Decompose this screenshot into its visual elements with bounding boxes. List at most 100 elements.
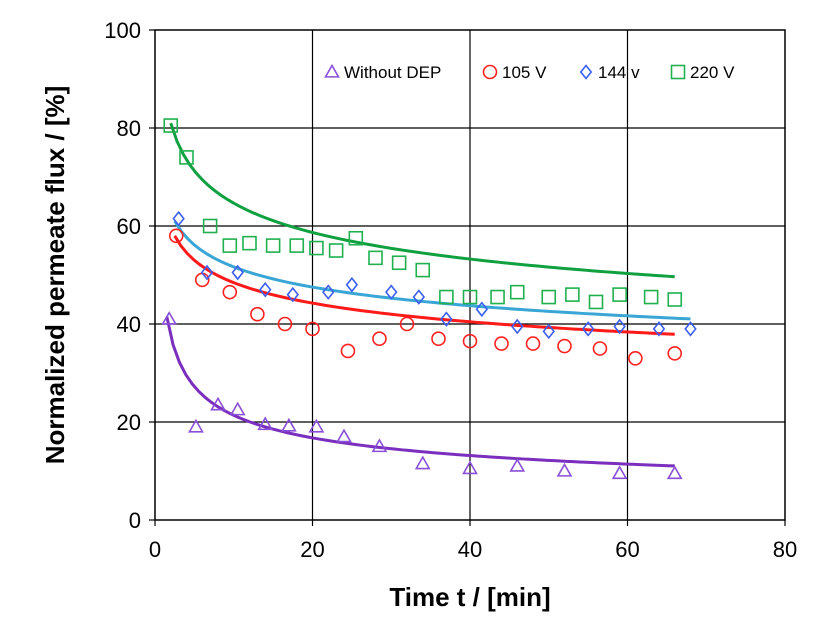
tick-layer: 0 20 40 60 80 0 20 40 60 80 100 <box>104 18 797 562</box>
legend-label-4: 220 V <box>690 63 735 82</box>
data-point-4 <box>163 118 179 133</box>
data-point-3 <box>613 318 626 335</box>
data-point-2 <box>525 336 541 351</box>
data-point-2 <box>494 336 509 351</box>
data-point-2 <box>667 346 683 361</box>
data-point-4 <box>309 240 324 256</box>
legend-marker-4 <box>670 64 686 80</box>
data-point-3 <box>511 318 524 335</box>
data-point-2 <box>372 331 387 347</box>
data-point-4 <box>667 292 683 307</box>
data-point-4 <box>643 289 659 305</box>
legend-marker-2 <box>482 64 498 80</box>
data-point-4 <box>588 294 604 310</box>
legend-marker-1 <box>324 63 340 78</box>
data-point-3 <box>542 323 555 340</box>
data-point-1 <box>229 401 246 416</box>
y-tick-label: 80 <box>117 116 141 141</box>
data-point-2 <box>431 331 446 347</box>
data-point-2 <box>277 316 293 332</box>
data-point-4 <box>541 289 557 305</box>
data-point-3 <box>412 289 426 305</box>
data-point-1 <box>188 418 204 433</box>
data-point-4 <box>242 235 257 251</box>
legend-marker-3 <box>579 64 593 80</box>
grid-layer <box>155 30 785 520</box>
point-layer <box>161 118 697 480</box>
data-point-2 <box>168 228 184 244</box>
data-point-4 <box>415 262 431 278</box>
data-point-1 <box>257 416 274 431</box>
data-point-3 <box>440 311 453 327</box>
data-point-3 <box>385 284 398 300</box>
data-point-4 <box>612 287 627 302</box>
data-point-2 <box>592 341 608 356</box>
data-point-3 <box>345 277 359 293</box>
data-point-3 <box>172 210 185 227</box>
data-point-4 <box>222 238 238 253</box>
data-point-2 <box>222 284 238 300</box>
data-point-3 <box>652 321 666 337</box>
data-point-4 <box>179 150 194 165</box>
legend-label-1: Without DEP <box>344 63 441 82</box>
legend-label-2: 105 V <box>502 63 547 82</box>
data-point-1 <box>210 396 226 411</box>
data-point-3 <box>475 301 489 318</box>
data-point-3 <box>259 281 272 298</box>
data-point-1 <box>336 428 352 443</box>
data-point-2 <box>462 333 478 349</box>
y-tick-label: 20 <box>117 410 141 435</box>
data-point-4 <box>289 238 305 253</box>
y-tick-label: 40 <box>117 312 141 337</box>
data-point-2 <box>399 316 415 332</box>
data-point-1 <box>611 465 628 480</box>
data-point-4 <box>202 218 218 234</box>
data-point-4 <box>265 238 281 253</box>
fit-curve-4 <box>169 122 675 279</box>
data-point-4 <box>509 284 525 300</box>
y-tick-label: 60 <box>117 214 141 239</box>
x-tick-label: 80 <box>773 537 797 562</box>
data-point-2 <box>340 343 356 359</box>
x-tick-label: 60 <box>615 537 639 562</box>
data-point-1 <box>509 457 526 472</box>
data-point-1 <box>280 417 297 432</box>
data-point-2 <box>557 338 572 354</box>
data-point-2 <box>305 321 320 337</box>
data-point-1 <box>161 310 178 325</box>
data-point-3 <box>231 264 244 281</box>
data-point-4 <box>490 289 505 305</box>
x-tick-label: 20 <box>300 537 324 562</box>
data-point-4 <box>565 287 580 302</box>
data-point-1 <box>556 462 573 477</box>
data-point-1 <box>666 465 683 480</box>
fit-curve-3 <box>173 220 691 321</box>
data-point-2 <box>628 350 643 366</box>
x-axis-title: Time t / [min] <box>389 582 550 612</box>
data-point-3 <box>200 264 214 281</box>
y-tick-label: 100 <box>104 18 141 43</box>
data-point-4 <box>328 243 344 258</box>
fit-curve-1 <box>165 316 675 468</box>
data-point-1 <box>462 460 478 475</box>
data-point-4 <box>391 255 407 271</box>
x-tick-label: 40 <box>458 537 482 562</box>
data-point-2 <box>250 306 265 322</box>
legend: Without DEP 105 V 144 v 220 V <box>324 63 735 82</box>
y-tick-label: 0 <box>129 508 141 533</box>
data-point-3 <box>322 284 335 300</box>
data-point-3 <box>286 286 300 303</box>
data-point-3 <box>581 321 595 337</box>
data-point-4 <box>439 289 454 305</box>
data-point-1 <box>308 418 325 433</box>
data-point-1 <box>414 455 431 470</box>
legend-label-3: 144 v <box>598 63 640 82</box>
data-point-4 <box>368 250 383 266</box>
x-tick-label: 0 <box>149 537 161 562</box>
data-point-4 <box>462 289 478 305</box>
data-point-4 <box>348 230 364 246</box>
data-point-3 <box>684 321 697 337</box>
data-point-1 <box>371 438 388 453</box>
